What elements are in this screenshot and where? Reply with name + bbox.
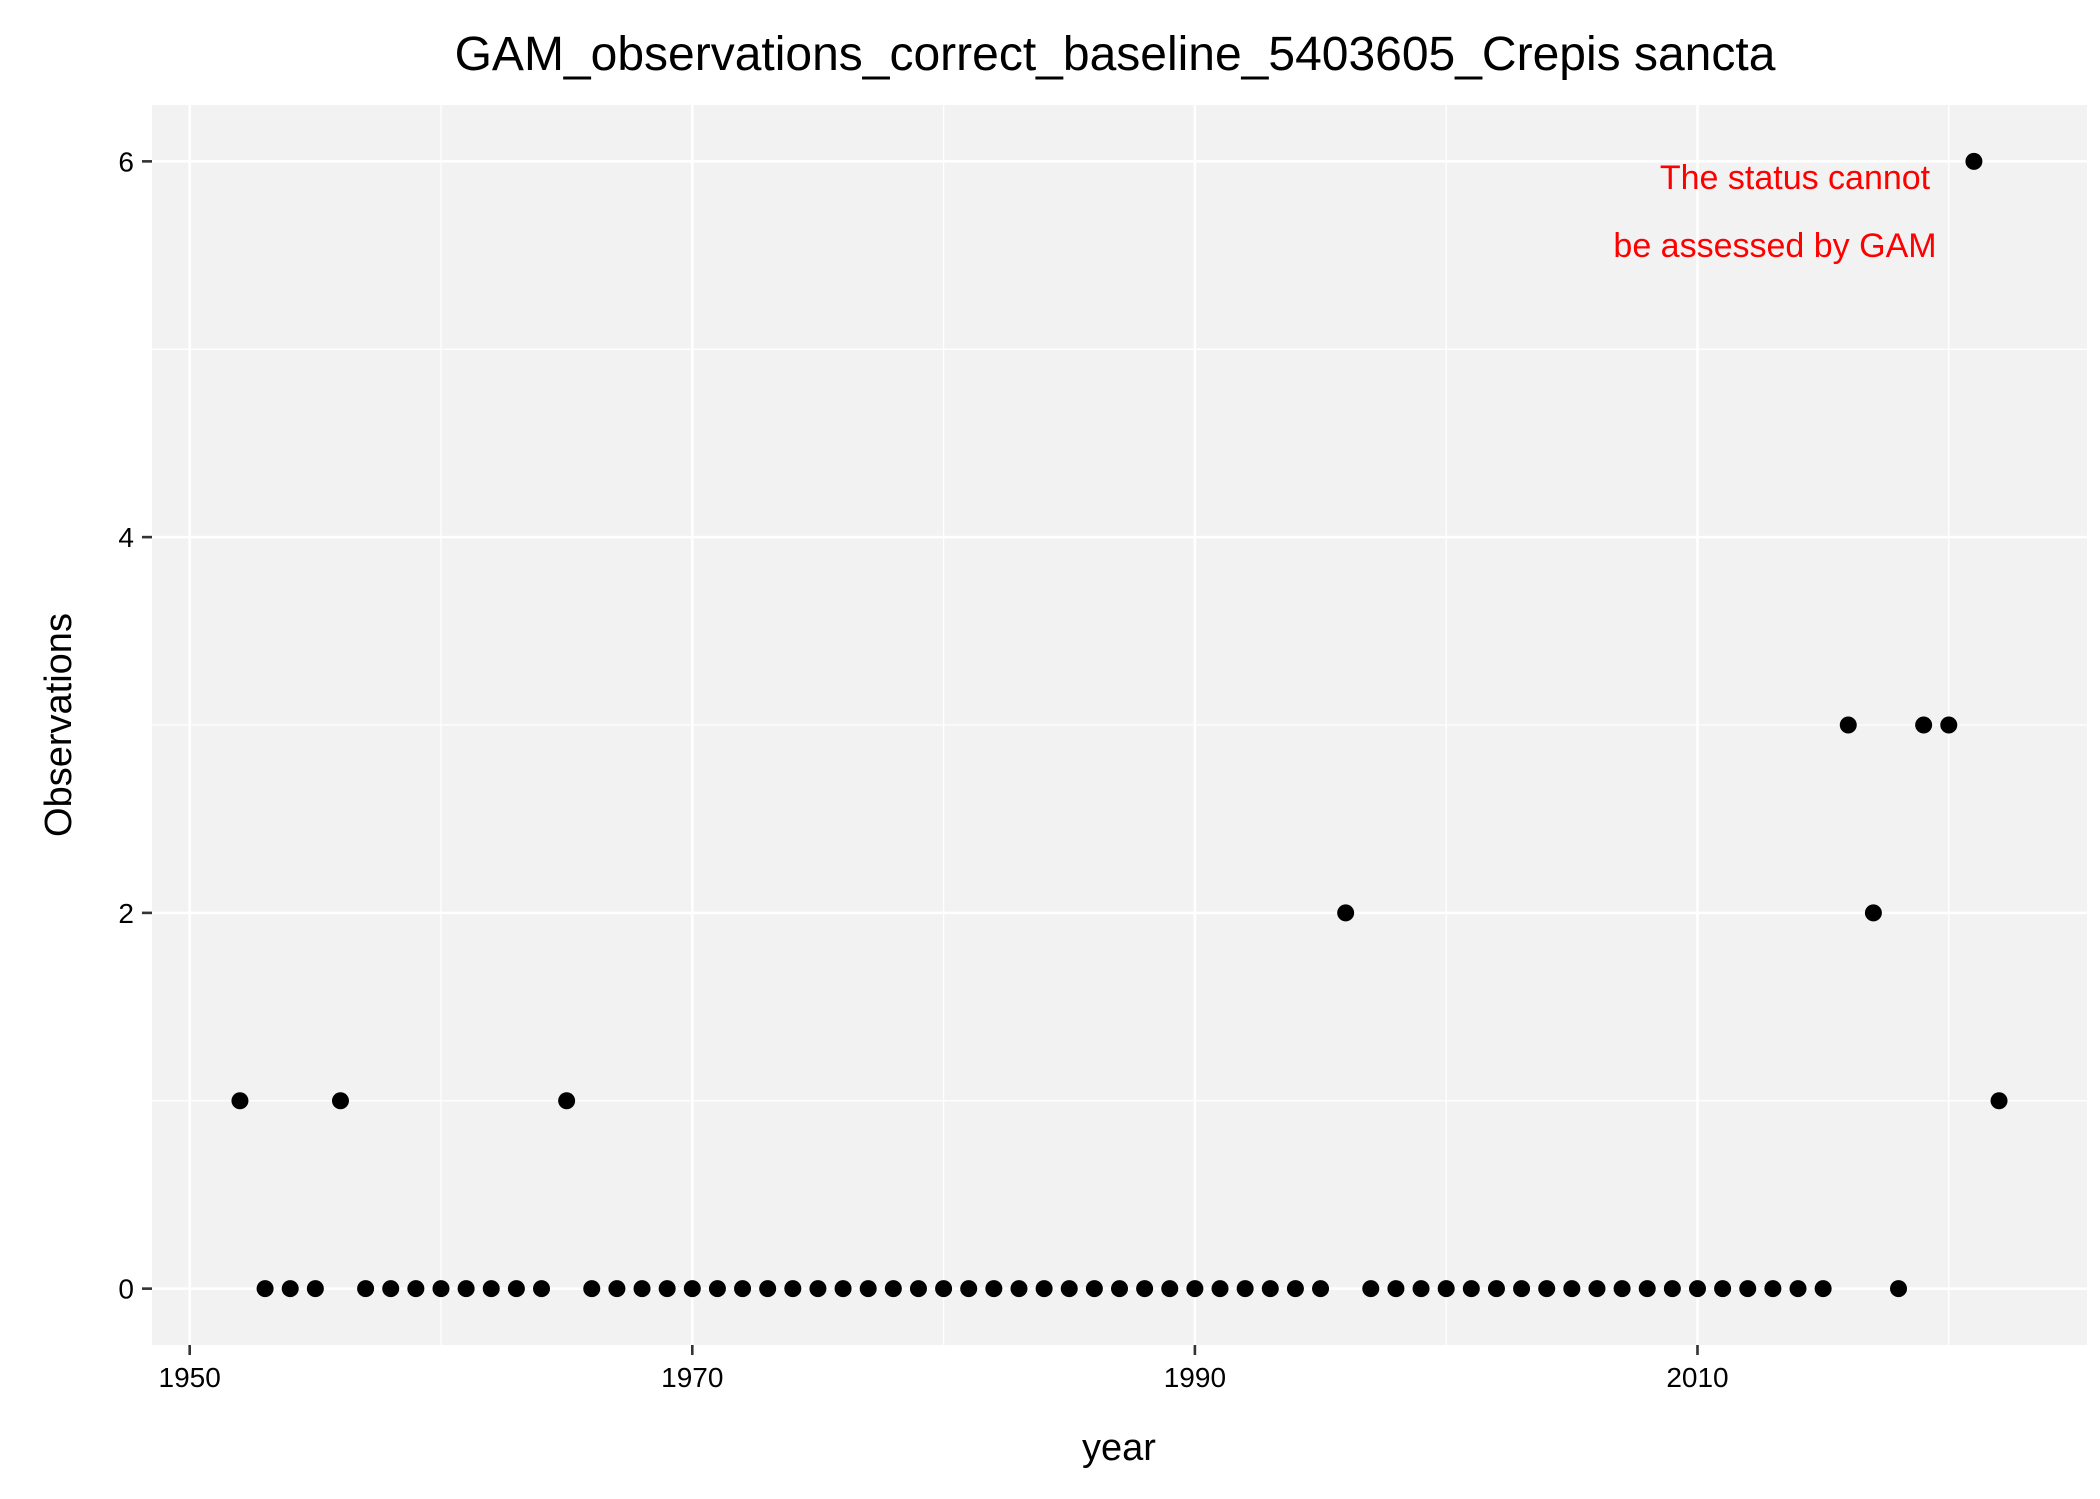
annotation-line-2: be assessed by GAM [1613,227,1936,265]
data-point [1739,1280,1757,1298]
data-point [1085,1280,1103,1298]
data-point [1412,1280,1430,1298]
data-point [558,1092,576,1110]
data-point [658,1280,676,1298]
data-point [533,1280,551,1298]
data-point [256,1280,274,1298]
data-point [734,1280,752,1298]
data-point [1764,1280,1782,1298]
data-point [583,1280,601,1298]
data-point [935,1280,953,1298]
x-tick-label: 2010 [1666,1362,1728,1393]
data-point [708,1280,726,1298]
data-point [1864,904,1882,922]
data-point [482,1280,500,1298]
data-point [1060,1280,1078,1298]
data-point [432,1280,450,1298]
annotation-line-1: The status cannot [1660,159,1931,197]
data-point [1161,1280,1179,1298]
data-point [1286,1280,1304,1298]
data-point [633,1280,651,1298]
data-point [1035,1280,1053,1298]
x-tick-label: 1990 [1164,1362,1226,1393]
data-point [1236,1280,1254,1298]
data-point [1437,1280,1455,1298]
data-point [357,1280,375,1298]
axis-ticks: 1950 1970 1990 2010 0 2 4 6 [118,146,1728,1393]
data-point [1362,1280,1380,1298]
data-point [1010,1280,1028,1298]
data-points [231,152,2008,1298]
y-tick-label: 2 [118,898,134,929]
data-point [1513,1280,1531,1298]
data-point [909,1280,927,1298]
chart-title: GAM_observations_correct_baseline_540360… [455,28,1776,81]
data-point [859,1280,877,1298]
data-point [1839,716,1857,734]
data-point [1588,1280,1606,1298]
data-point [1211,1280,1229,1298]
data-point [1136,1280,1154,1298]
data-point [884,1280,902,1298]
data-point [507,1280,525,1298]
data-point [1714,1280,1732,1298]
data-point [1261,1280,1279,1298]
data-point [1965,152,1983,170]
data-point [457,1280,475,1298]
data-point [1814,1280,1832,1298]
gridlines [152,105,2087,1345]
data-point [834,1280,852,1298]
data-point [407,1280,425,1298]
data-point [1538,1280,1556,1298]
y-tick-label: 4 [118,522,134,553]
data-point [382,1280,400,1298]
data-point [1890,1280,1908,1298]
x-axis-title: year [1082,1427,1156,1469]
data-point [960,1280,978,1298]
data-point [1186,1280,1204,1298]
x-tick-label: 1970 [661,1362,723,1393]
data-point [1663,1280,1681,1298]
data-point [784,1280,802,1298]
annotation: The status cannot be assessed by GAM [1613,159,1936,265]
data-point [306,1280,324,1298]
y-tick-label: 6 [118,146,134,177]
data-point [1990,1092,2008,1110]
y-tick-label: 0 [118,1274,134,1305]
data-point [608,1280,626,1298]
data-point [683,1280,701,1298]
data-point [809,1280,827,1298]
data-point [1613,1280,1631,1298]
data-point [331,1092,349,1110]
data-point [1638,1280,1656,1298]
y-axis-title: Observations [38,613,80,837]
data-point [1312,1280,1330,1298]
data-point [1688,1280,1706,1298]
data-point [231,1092,249,1110]
data-point [1487,1280,1505,1298]
data-point [281,1280,299,1298]
data-point [759,1280,777,1298]
data-point [985,1280,1003,1298]
data-point [1337,904,1355,922]
data-point [1789,1280,1807,1298]
data-point [1111,1280,1128,1298]
x-tick-label: 1950 [159,1362,221,1393]
data-point [1915,716,1933,734]
data-point [1387,1280,1405,1298]
data-point [1563,1280,1581,1298]
data-point [1462,1280,1480,1298]
data-point [1940,716,1958,734]
